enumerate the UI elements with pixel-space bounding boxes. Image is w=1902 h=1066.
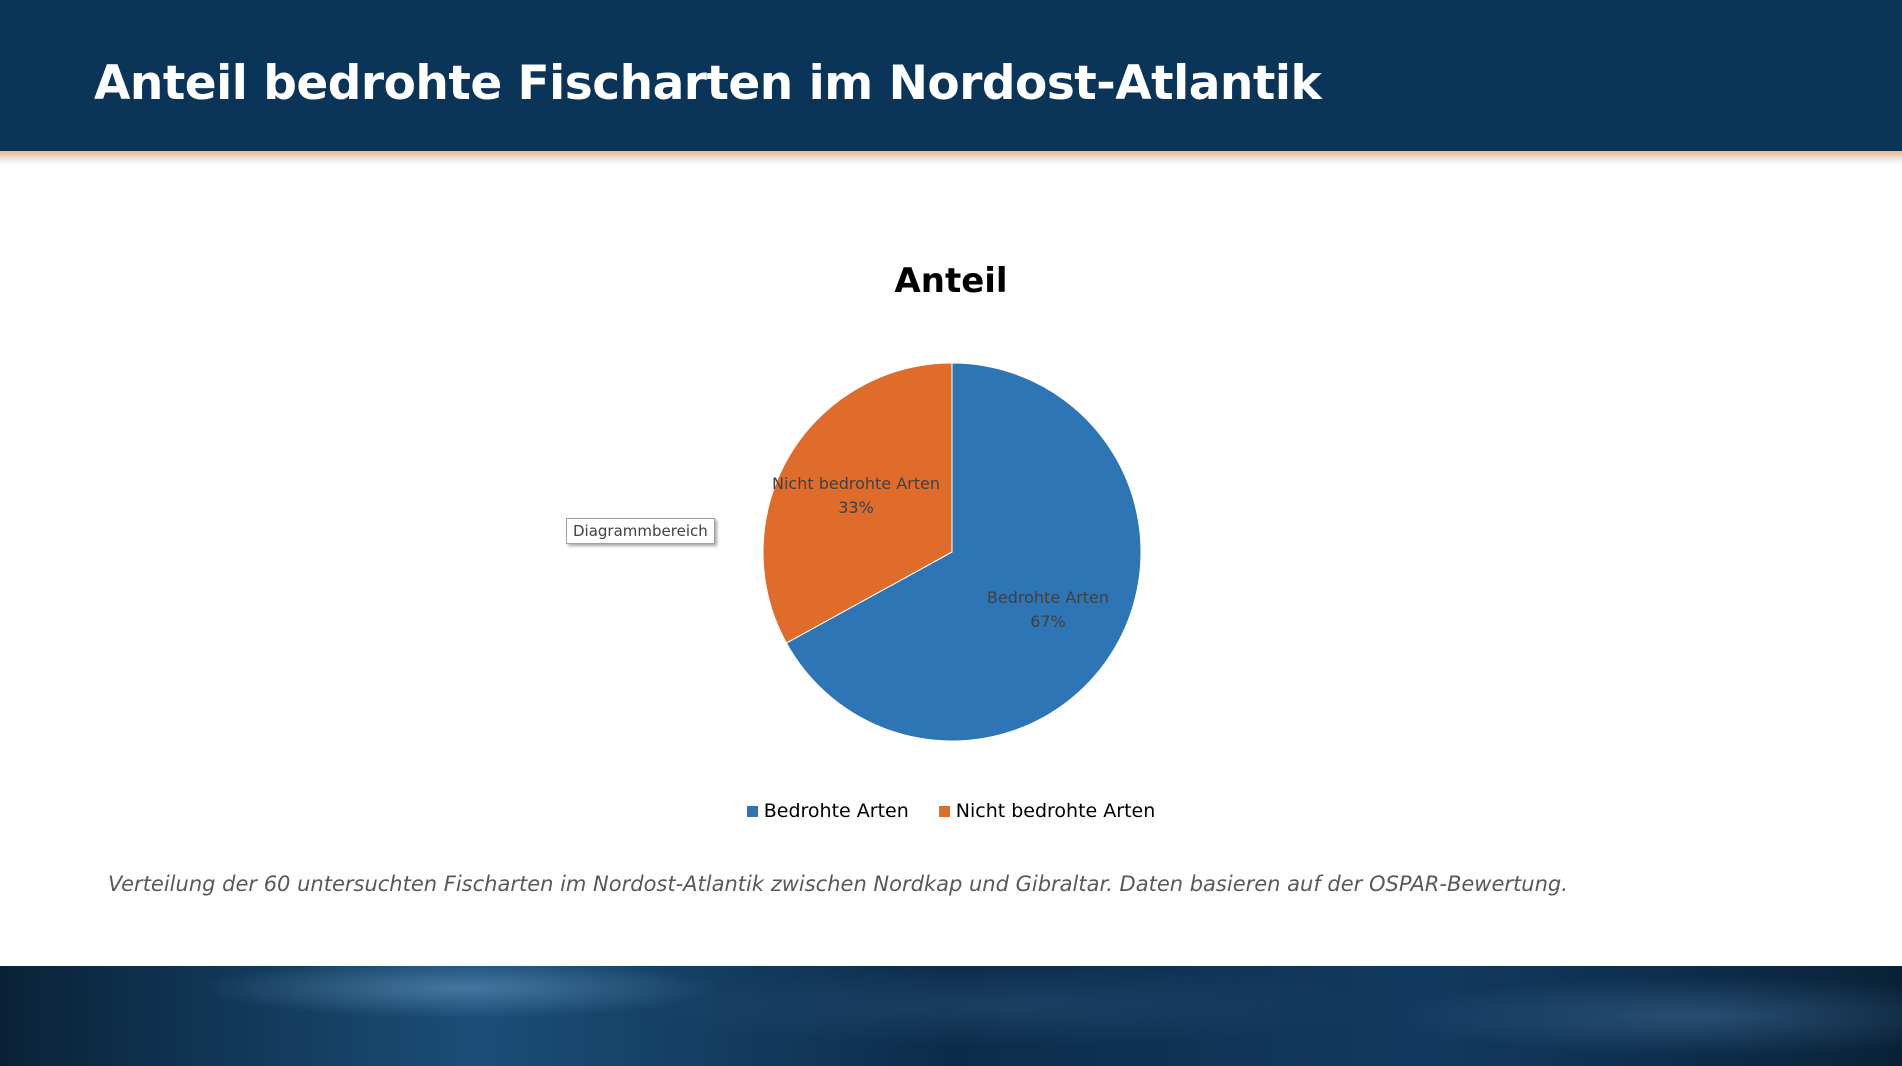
data-label-category-nicht-bedrohte: Nicht bedrohte Arten [772, 474, 940, 493]
legend-swatch-nicht-bedrohte [938, 805, 950, 817]
footer-banner [0, 966, 1902, 1066]
chart-title: Anteil [894, 261, 1008, 301]
legend-label-bedrohte: Bedrohte Arten [763, 800, 909, 822]
legend-label-nicht-bedrohte: Nicht bedrohte Arten [955, 800, 1156, 822]
slide-header [0, 0, 1902, 151]
header-shadow [0, 157, 1902, 165]
chart-area-tooltip: Diagrammbereich [566, 518, 715, 544]
data-label-percent-nicht-bedrohte: 33% [838, 498, 874, 517]
header-accent-line [0, 151, 1902, 157]
chart-legend: Bedrohte Arten Nicht bedrohte Arten [0, 800, 1902, 822]
data-label-category-bedrohte: Bedrohte Arten [987, 588, 1109, 607]
pie-slice-bedrohte[interactable] [785, 362, 1142, 742]
pie-slice-nicht-bedrohte[interactable] [762, 362, 953, 644]
legend-swatch-bedrohte [746, 805, 758, 817]
slide-caption: Verteilung der 60 untersuchten Fischarte… [108, 872, 1568, 896]
slide-title: Anteil bedrohte Fischarten im Nordost-At… [94, 56, 1322, 111]
legend-item-bedrohte[interactable]: Bedrohte Arten [746, 800, 909, 822]
data-label-percent-bedrohte: 67% [1030, 612, 1066, 631]
legend-item-nicht-bedrohte[interactable]: Nicht bedrohte Arten [938, 800, 1156, 822]
